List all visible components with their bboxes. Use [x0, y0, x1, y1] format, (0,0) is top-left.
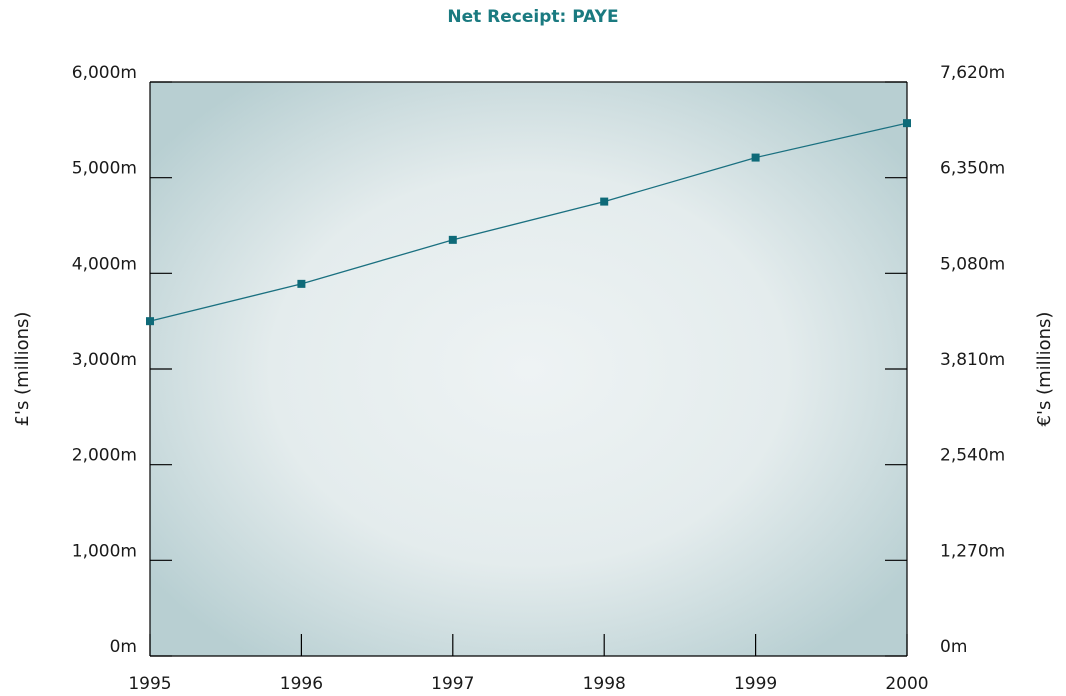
data-point — [448, 235, 457, 244]
data-point — [903, 119, 911, 128]
chart-title: Net Receipt: PAYE — [447, 7, 618, 27]
left-axis-title: £'s (millions) — [12, 312, 33, 427]
left-tick-label: 0m — [110, 637, 137, 657]
x-tick-label: 1997 — [431, 674, 474, 694]
left-tick-label: 1,000m — [72, 541, 137, 561]
left-tick-label: 5,000m — [72, 159, 137, 179]
right-tick-label: 6,350m — [940, 159, 1005, 179]
left-tick-label: 3,000m — [72, 350, 137, 370]
data-point — [146, 317, 154, 326]
data-point — [600, 197, 609, 206]
right-axis-title: €'s (millions) — [1034, 312, 1055, 427]
x-tick-label: 1995 — [128, 674, 171, 694]
right-tick-label: 3,810m — [940, 350, 1005, 370]
data-point — [297, 279, 306, 288]
x-ticks: 1995 1996 1997 1998 1999 2000 — [128, 634, 929, 694]
right-tick-label: 2,540m — [940, 446, 1005, 466]
data-point — [751, 153, 760, 162]
right-tick-label: 1,270m — [940, 541, 1005, 561]
series-markers — [146, 119, 911, 326]
right-y-ticks: 0m 1,270m 2,540m 3,810m 5,080m 6,350m 7,620m — [885, 63, 1005, 657]
left-tick-label: 6,000m — [72, 63, 137, 83]
x-tick-label: 1996 — [280, 674, 323, 694]
right-tick-label: 5,080m — [940, 254, 1005, 274]
x-tick-label: 1998 — [583, 674, 626, 694]
series-line — [149, 122, 908, 322]
right-tick-label: 0m — [940, 637, 967, 657]
x-tick-label: 1999 — [734, 674, 777, 694]
left-y-ticks: 0m 1,000m 2,000m 3,000m 4,000m 5,000m 6,000m — [72, 63, 172, 657]
x-tick-label: 2000 — [885, 674, 928, 694]
right-tick-label: 7,620m — [940, 63, 1005, 83]
left-tick-label: 2,000m — [72, 446, 137, 466]
left-tick-label: 4,000m — [72, 254, 137, 274]
plot-area — [150, 82, 907, 656]
